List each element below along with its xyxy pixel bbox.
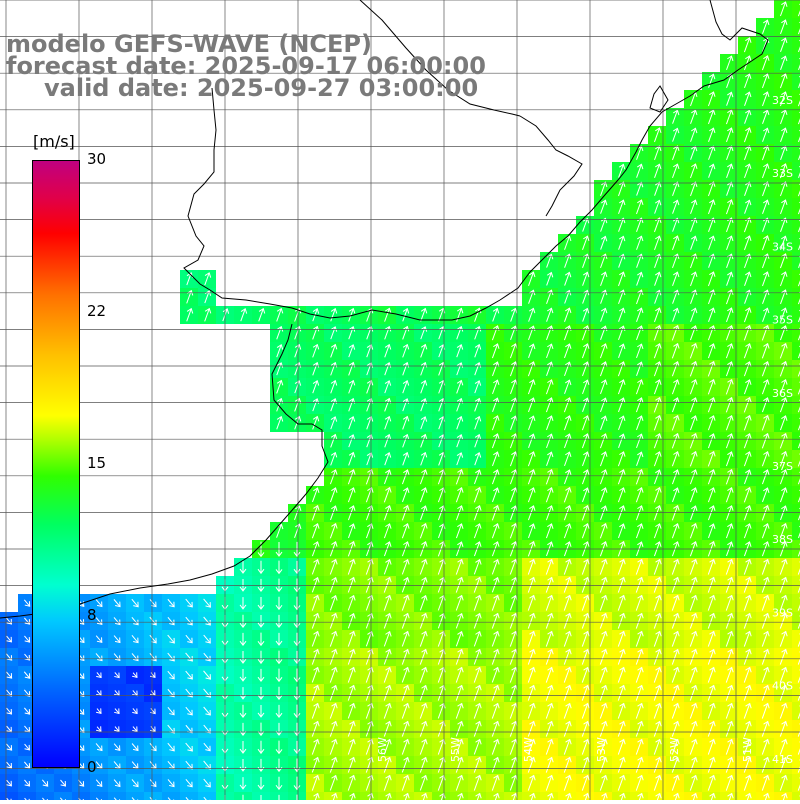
wind-speed-cell: [0, 792, 18, 800]
longitude-label: 52W: [668, 737, 681, 762]
longitude-label: 54W: [522, 737, 535, 762]
wind-speed-cell: [576, 792, 594, 800]
wind-speed-cell: [558, 792, 576, 800]
wind-speed-cell: [666, 792, 684, 800]
title-valid-date: valid date: 2025-09-27 03:00:00: [44, 76, 478, 100]
lagoa-dos-patos: [650, 86, 668, 112]
wind-speed-cell: [90, 792, 108, 800]
colorbar-tick-0: 0: [87, 758, 97, 776]
wind-speed-cell: [180, 792, 198, 800]
colorbar-tick-15: 15: [87, 454, 106, 472]
colorbar-tick-22: 22: [87, 302, 106, 320]
wind-speed-cell: [342, 792, 360, 800]
wind-speed-cell: [126, 792, 144, 800]
colorbar-unit: [m/s]: [33, 132, 75, 151]
wind-speed-cell: [72, 792, 90, 800]
wind-speed-cell: [612, 792, 630, 800]
wind-speed-cell: [792, 792, 800, 800]
wind-speed-cell: [702, 792, 720, 800]
wind-speed-cell: [378, 792, 396, 800]
wind-speed-cell: [414, 792, 432, 800]
colorbar-frame: [32, 160, 80, 768]
wind-speed-cell: [432, 792, 450, 800]
wind-speed-cell: [504, 792, 522, 800]
latitude-label: 34S: [772, 240, 793, 253]
wind-speed-cell: [486, 792, 504, 800]
wind-speed-cell: [144, 792, 162, 800]
wind-speed-cell: [18, 792, 36, 800]
wind-speed-cell: [36, 792, 54, 800]
wind-speed-cell: [360, 792, 378, 800]
wind-speed-cell: [468, 792, 486, 800]
wind-speed-cell: [756, 792, 774, 800]
latitude-label: 38S: [772, 533, 793, 546]
wind-speed-cell: [54, 792, 72, 800]
wind-speed-cell: [540, 792, 558, 800]
latitude-label: 36S: [772, 387, 793, 400]
latitude-label: 37S: [772, 460, 793, 473]
longitude-label: 56W: [376, 737, 389, 762]
wind-speed-cell: [450, 792, 468, 800]
wind-speed-cell: [396, 792, 414, 800]
latitude-label: 32S: [772, 94, 793, 107]
longitude-label: 55W: [449, 737, 462, 762]
wind-speed-cell: [324, 792, 342, 800]
wind-speed-cell: [198, 792, 216, 800]
latitude-label: 35S: [772, 314, 793, 327]
wind-speed-cell: [738, 792, 756, 800]
latitude-label: 33S: [772, 167, 793, 180]
wind-speed-cell: [522, 792, 540, 800]
wind-speed-cell: [306, 792, 324, 800]
latitude-label: 39S: [772, 606, 793, 619]
wind-speed-cell: [108, 792, 126, 800]
longitude-label: 51W: [741, 737, 754, 762]
interior-border: [520, 116, 582, 216]
colorbar-tick-30: 30: [87, 150, 106, 168]
wind-speed-cell: [720, 792, 738, 800]
wind-speed-cell: [630, 792, 648, 800]
longitude-label: 53W: [595, 737, 608, 762]
wind-speed-cell: [684, 792, 702, 800]
colorbar-tick-8: 8: [87, 606, 97, 624]
wind-speed-cell: [162, 792, 180, 800]
wind-speed-cell: [774, 792, 792, 800]
latitude-label: 41S: [772, 753, 793, 766]
latitude-label: 40S: [772, 680, 793, 693]
wind-speed-cell: [594, 792, 612, 800]
